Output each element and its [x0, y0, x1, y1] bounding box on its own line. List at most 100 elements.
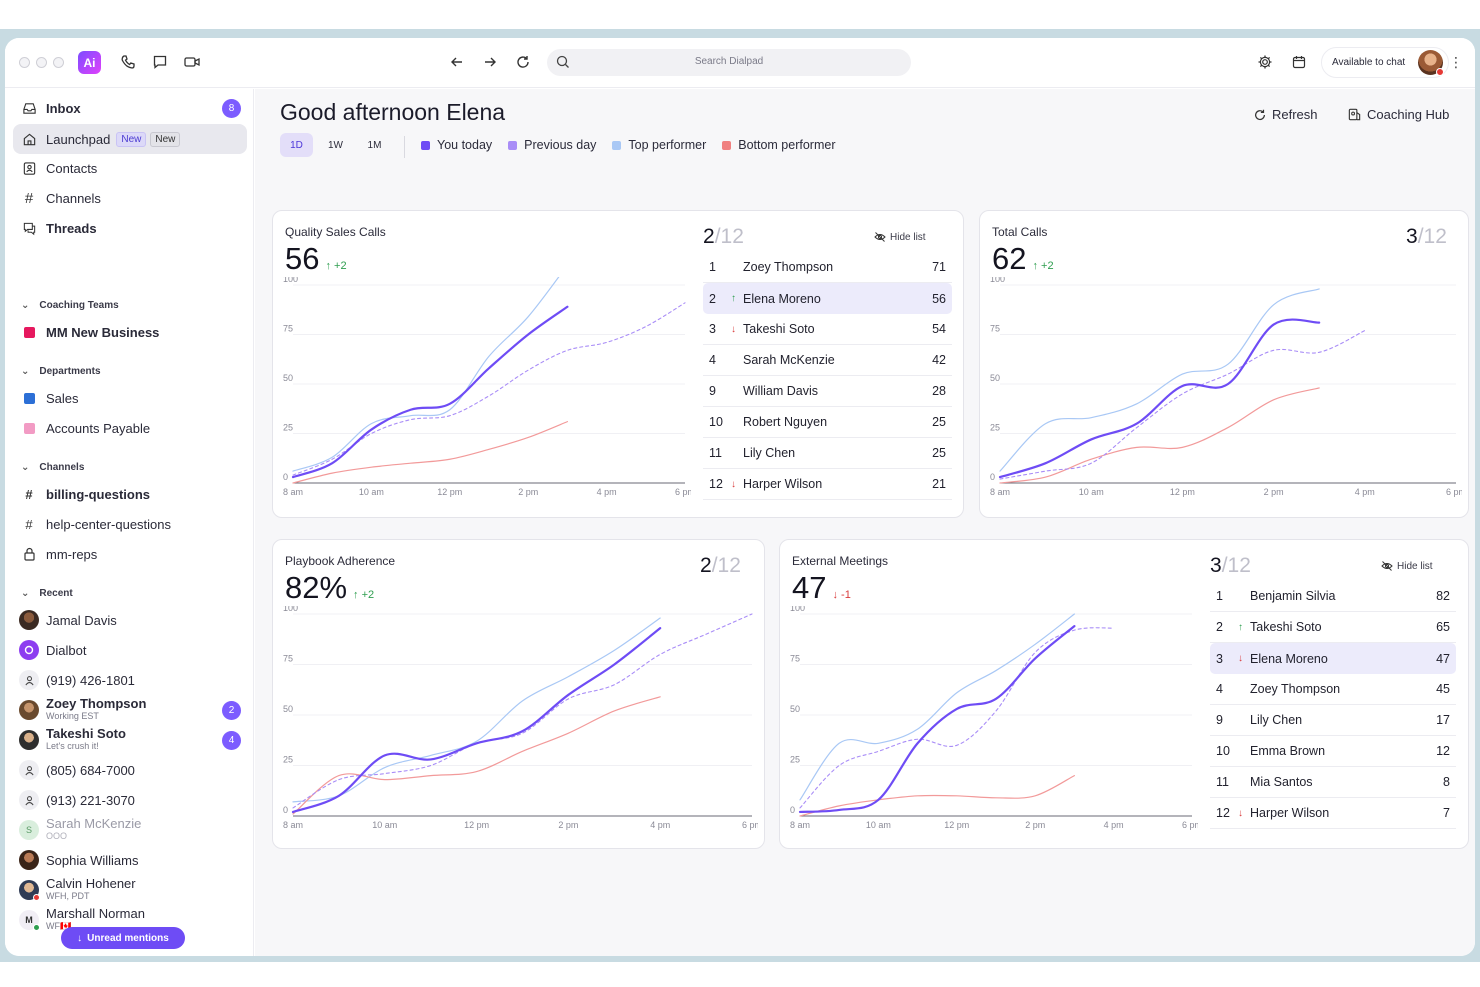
recent-item[interactable]: Jamal Davis [13, 606, 247, 634]
hide-list-button[interactable]: Hide list [874, 231, 926, 243]
window-close-button[interactable] [19, 57, 30, 68]
y-tick-label: 25 [990, 423, 1000, 433]
legend-item[interactable]: Previous day [508, 138, 596, 152]
sidebar-item-threads[interactable]: Threads [13, 214, 247, 242]
section-coaching-teams[interactable]: ⌄ Coaching Teams [21, 300, 119, 311]
sidebar-item-contacts[interactable]: Contacts [13, 154, 247, 182]
rank-number: 1 [709, 260, 716, 274]
department-color-icon [21, 420, 37, 436]
metric-number: 82% [285, 570, 348, 605]
leaderboard-row[interactable]: 4 Zoey Thompson 45 [1210, 674, 1456, 705]
section-channels[interactable]: ⌄ Channels [21, 462, 84, 473]
leaderboard-row[interactable]: 12 ↓ Harper Wilson 7 [1210, 798, 1456, 829]
x-tick-label: 4 pm [1355, 487, 1375, 497]
agent-score: 82 [1436, 589, 1450, 603]
sidebar-item-label: Contacts [46, 160, 98, 176]
search-input[interactable]: Search Dialpad [547, 49, 911, 76]
forward-arrow-icon[interactable] [480, 52, 500, 72]
sidebar-item-sales[interactable]: Sales [13, 384, 247, 412]
recent-item[interactable]: Takeshi Soto Let's crush it! 4 [13, 726, 247, 754]
section-recent[interactable]: ⌄ Recent [21, 588, 73, 599]
window-maximize-button[interactable] [53, 57, 64, 68]
more-options-icon[interactable]: ⋮ [1449, 54, 1463, 70]
sidebar-item-mm-new-business[interactable]: MM New Business [13, 318, 247, 346]
legend-item[interactable]: Bottom performer [722, 138, 836, 152]
leaderboard-row[interactable]: 10 Emma Brown 12 [1210, 736, 1456, 767]
recent-item[interactable]: (919) 426-1801 [13, 666, 247, 694]
reload-icon[interactable] [513, 52, 533, 72]
range-tab-1m[interactable]: 1M [367, 139, 382, 151]
sidebar-item-channel[interactable]: # help-center-questions [13, 510, 247, 538]
leaderboard-row[interactable]: 4 Sarah McKenzie 42 [703, 345, 952, 376]
contacts-icon [21, 160, 37, 176]
hide-list-button[interactable]: Hide list [1381, 560, 1433, 572]
phone-icon[interactable] [118, 52, 138, 72]
leaderboard-row[interactable]: 11 Mia Santos 8 [1210, 767, 1456, 798]
section-departments[interactable]: ⌄ Departments [21, 366, 101, 377]
dialbot-icon [19, 640, 39, 660]
contact-name: Jamal Davis [46, 612, 117, 628]
leaderboard-row[interactable]: 3 ↓ Takeshi Soto 54 [703, 314, 952, 345]
message-icon[interactable] [150, 52, 170, 72]
sidebar-item-launchpad[interactable]: Launchpad New New [13, 124, 247, 154]
coaching-hub-button[interactable]: Coaching Hub [1347, 107, 1449, 122]
sidebar-item-channel[interactable]: # billing-questions [13, 480, 247, 508]
search-icon [555, 54, 571, 75]
rank-change-arrow: ↓ [1238, 807, 1243, 819]
leaderboard-row[interactable]: 12 ↓ Harper Wilson 21 [703, 469, 952, 500]
recent-item[interactable]: M Marshall Norman WF🇨🇦 [13, 906, 247, 934]
leaderboard-row[interactable]: 2 ↑ Takeshi Soto 65 [1210, 612, 1456, 643]
legend-label: Bottom performer [738, 138, 836, 152]
availability-status-button[interactable]: Available to chat [1321, 47, 1449, 78]
sidebar-item-channels[interactable]: # Channels [13, 184, 247, 212]
back-arrow-icon[interactable] [447, 52, 467, 72]
new-badge: New [116, 131, 147, 147]
recent-item[interactable]: Calvin Hohener WFH, PDT [13, 876, 247, 904]
card-title: External Meetings [792, 554, 889, 568]
leaderboard-row[interactable]: 9 William Davis 28 [703, 376, 952, 407]
refresh-button[interactable]: Refresh [1253, 107, 1318, 122]
legend-item[interactable]: Top performer [612, 138, 706, 152]
calendar-icon[interactable] [1289, 52, 1309, 72]
leaderboard-row[interactable]: 1 Benjamin Silvia 82 [1210, 581, 1456, 612]
leaderboard-row[interactable]: 1 Zoey Thompson 71 [703, 252, 952, 283]
contact-name: Sarah McKenzie [46, 816, 142, 831]
recent-item[interactable]: S Sarah McKenzie OOO [13, 816, 247, 844]
metric-value: 82% ↑ +2 [285, 570, 374, 606]
recent-item[interactable]: Sophia Williams [13, 846, 247, 874]
leaderboard-row[interactable]: 10 Robert Nguyen 25 [703, 407, 952, 438]
section-label: Recent [39, 588, 73, 599]
department-color-icon [21, 390, 37, 406]
unread-mentions-button[interactable]: ↓ Unread mentions [61, 927, 185, 949]
leaderboard-row[interactable]: 3 ↓ Elena Moreno 47 [1210, 643, 1456, 674]
agent-score: 7 [1443, 806, 1450, 820]
agent-score: 45 [1436, 682, 1450, 696]
hash-icon: # [25, 486, 33, 502]
sidebar-item-channel[interactable]: mm-reps [13, 540, 247, 568]
leaderboard-row[interactable]: 2 ↑ Elena Moreno 56 [703, 283, 952, 314]
sidebar-item-accounts-payable[interactable]: Accounts Payable [13, 414, 247, 442]
range-tab-1d[interactable]: 1D [280, 133, 313, 157]
leaderboard-list: 1 Zoey Thompson 71 2 ↑ Elena Moreno 56 3 ↓ Takesh… [703, 252, 952, 500]
recent-item[interactable]: Dialbot [13, 636, 247, 664]
card-title: Quality Sales Calls [285, 225, 386, 239]
sidebar-item-inbox[interactable]: Inbox 8 [13, 94, 247, 122]
user-avatar[interactable] [1418, 50, 1444, 76]
recent-item[interactable]: Zoey Thompson Working EST 2 [13, 696, 247, 724]
recent-item[interactable]: (913) 221-3070 [13, 786, 247, 814]
recent-item[interactable]: (805) 684-7000 [13, 756, 247, 784]
leaderboard-row[interactable]: 11 Lily Chen 25 [703, 438, 952, 469]
window-minimize-button[interactable] [36, 57, 47, 68]
leaderboard-row[interactable]: 9 Lily Chen 17 [1210, 705, 1456, 736]
status-dot [1436, 68, 1444, 76]
settings-gear-icon[interactable] [1255, 52, 1275, 72]
contact-avatar: S [19, 820, 39, 840]
metric-value: 56 ↑ +2 [285, 241, 347, 277]
video-icon[interactable] [182, 52, 202, 72]
status-dot [33, 924, 40, 931]
contact-avatar [19, 850, 39, 870]
legend-item[interactable]: You today [421, 138, 492, 152]
range-tab-1w[interactable]: 1W [328, 139, 343, 151]
quality-sales-calls-chart: 0 25 50 75 100 8 am 10 am 12 pm 2 pm 4 pm 6 pm [283, 277, 691, 497]
app-logo-icon[interactable]: Ai [78, 51, 101, 74]
